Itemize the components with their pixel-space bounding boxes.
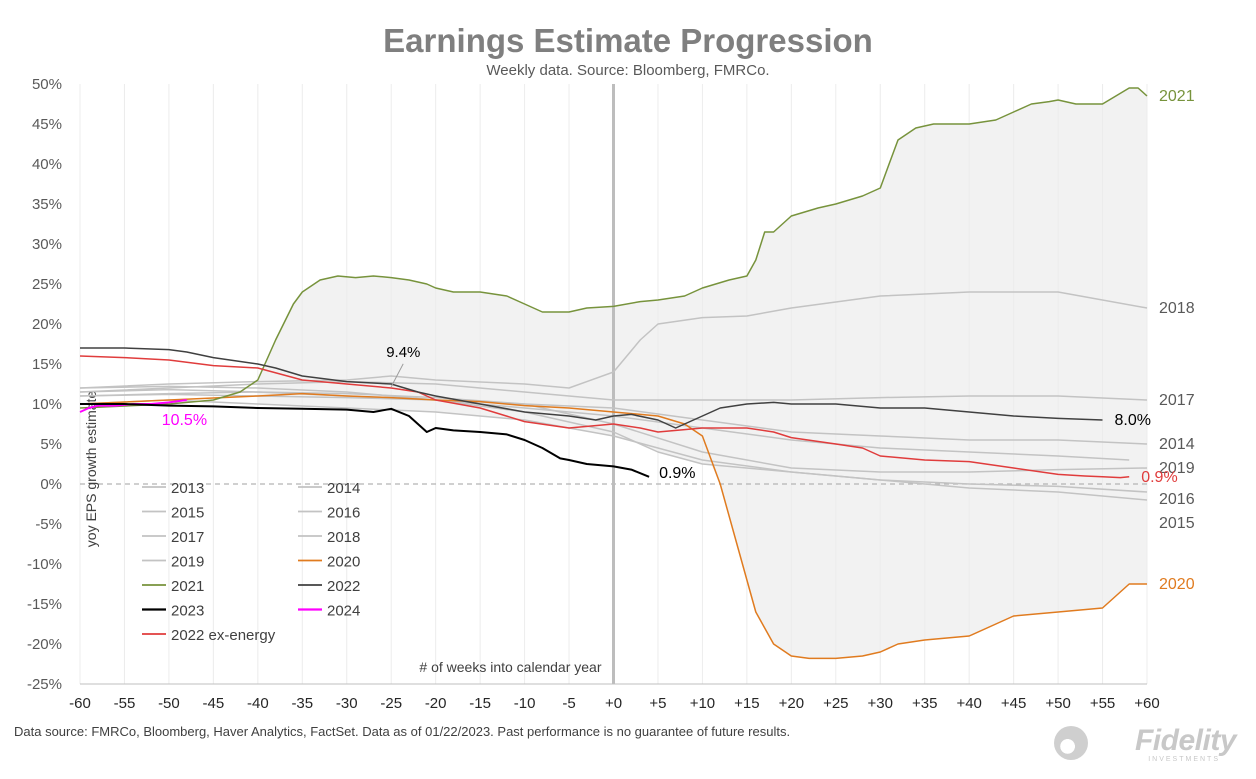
x-tick-label: +50 (1045, 695, 1070, 712)
end-label: 2016 (1159, 491, 1195, 508)
x-tick-label: -60 (69, 695, 91, 712)
x-tick-label: +0 (605, 695, 622, 712)
series-line-2022-ex-energy (79, 355, 1130, 479)
x-tick-label: -40 (247, 695, 269, 712)
end-label: 2017 (1159, 392, 1195, 409)
legend-label: 2022 ex-energy (171, 627, 276, 644)
x-tick-label: -20 (425, 695, 447, 712)
x-tick-label: -55 (114, 695, 136, 712)
fidelity-logo-icon (1054, 726, 1088, 760)
y-tick-label: 35% (32, 196, 62, 213)
legend-label: 2013 (171, 480, 204, 497)
legend-label: 2023 (171, 603, 204, 620)
fidelity-logo-subtext: INVESTMENTS (1148, 756, 1220, 763)
y-tick-label: 30% (32, 236, 62, 253)
x-tick-label: -35 (291, 695, 313, 712)
y-tick-label: 25% (32, 276, 62, 293)
x-tick-label: -15 (469, 695, 491, 712)
legend-label: 2014 (327, 480, 360, 497)
y-tick-label: -20% (27, 636, 62, 653)
fidelity-logo: Fidelity (1134, 724, 1237, 757)
y-tick-label: 5% (40, 436, 62, 453)
x-tick-label: +10 (690, 695, 715, 712)
x-axis-annotation: # of weeks into calendar year (419, 659, 601, 675)
y-tick-label: 50% (32, 76, 62, 93)
end-label: 10.5% (162, 412, 207, 429)
x-tick-label: +20 (779, 695, 804, 712)
callout-leader (390, 363, 404, 388)
legend-label: 2021 (171, 578, 204, 595)
callout-label: 9.4% (386, 344, 420, 361)
end-label: 2020 (1159, 576, 1195, 593)
x-tick-label: +45 (1001, 695, 1026, 712)
series-line-2016 (79, 399, 1148, 493)
x-tick-label: +60 (1134, 695, 1159, 712)
legend-label: 2015 (171, 505, 204, 522)
end-label: 0.9% (1141, 469, 1177, 486)
y-tick-label: 15% (32, 356, 62, 373)
x-tick-label: +55 (1090, 695, 1115, 712)
chart-title: Earnings Estimate Progression (383, 22, 873, 59)
y-tick-label: 40% (32, 156, 62, 173)
x-tick-label: -25 (380, 695, 402, 712)
end-label: 2015 (1159, 515, 1195, 532)
end-label: 2018 (1159, 300, 1195, 317)
line-chart: 50% 45% 40% 35% 30% 25% 20% 15% 10% 5% 0% -5% -10% -1… (27, 76, 1195, 712)
y-tick-label: -25% (27, 676, 62, 693)
legend-label: 2019 (171, 554, 204, 571)
y-tick-label: 20% (32, 316, 62, 333)
legend-label: 2018 (327, 529, 360, 546)
chart-subtitle: Weekly data. Source: Bloomberg, FMRCo. (486, 62, 770, 79)
x-tick-label: -10 (514, 695, 536, 712)
series-line-2022 (80, 347, 1103, 429)
legend-label: 2020 (327, 554, 360, 571)
end-label: 2019 (1159, 460, 1195, 477)
y-tick-label: -15% (27, 596, 62, 613)
legend-label: 2024 (327, 603, 360, 620)
legend-label: 2016 (327, 505, 360, 522)
x-tick-label: +35 (912, 695, 937, 712)
x-tick-label: +30 (868, 695, 893, 712)
legend-label: 2017 (171, 529, 204, 546)
x-tick-label: +5 (649, 695, 666, 712)
series-line-2017 (79, 380, 1148, 401)
end-label: 2014 (1159, 436, 1195, 453)
y-tick-label: 0% (40, 476, 62, 493)
x-tick-label: +25 (823, 695, 848, 712)
x-tick-label: -45 (203, 695, 225, 712)
series-line-2023 (80, 403, 650, 478)
y-tick-label: 10% (32, 396, 62, 413)
y-axis-label: yoy EPS growth estimate (83, 391, 99, 548)
end-label: 0.9% (659, 465, 695, 482)
x-tick-label: +40 (956, 695, 981, 712)
y-tick-label: 45% (32, 116, 62, 133)
y-tick-label: -5% (35, 516, 62, 533)
series-line-2021 (79, 87, 1148, 409)
legend-label: 2022 (327, 578, 360, 595)
y-tick-label: -10% (27, 556, 62, 573)
end-label: 2021 (1159, 88, 1195, 105)
x-tick-label: -50 (158, 695, 180, 712)
x-tick-label: -5 (562, 695, 575, 712)
x-tick-label: +15 (734, 695, 759, 712)
end-label: 8.0% (1115, 412, 1151, 429)
series-line-2020 (79, 392, 1147, 660)
x-tick-label: -30 (336, 695, 358, 712)
data-source-footnote: Data source: FMRCo, Bloomberg, Haver Ana… (14, 724, 791, 739)
